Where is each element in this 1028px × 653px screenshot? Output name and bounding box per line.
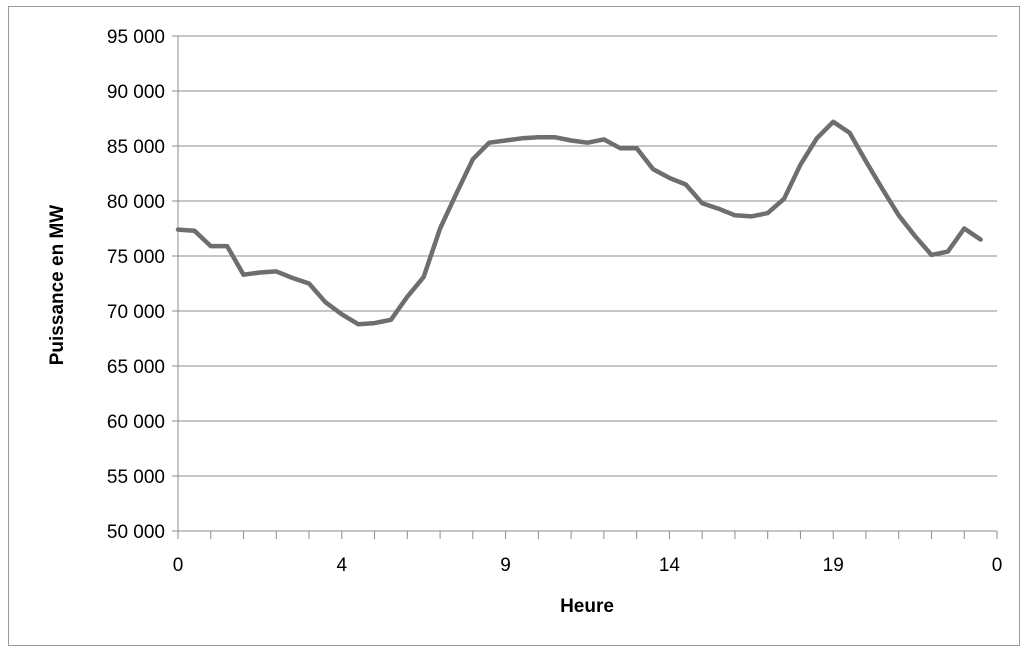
y-tick-label: 90 000 bbox=[107, 82, 165, 103]
y-tick-label: 70 000 bbox=[107, 302, 165, 323]
y-tick-label: 85 000 bbox=[107, 137, 165, 158]
gridlines bbox=[172, 35, 997, 532]
x-tick-label: 0 bbox=[992, 555, 1003, 576]
chart-frame bbox=[8, 6, 1020, 646]
y-tick-label: 65 000 bbox=[107, 357, 165, 378]
series-layer bbox=[175, 119, 983, 327]
x-tick-label: 14 bbox=[659, 555, 681, 576]
x-tick-label: 19 bbox=[823, 555, 844, 576]
y-tick-label: 95 000 bbox=[107, 27, 165, 48]
x-axis-title: Heure bbox=[560, 596, 614, 617]
x-tick-label: 9 bbox=[500, 555, 511, 576]
y-tick-label: 60 000 bbox=[107, 412, 165, 433]
y-tick-label: 80 000 bbox=[107, 192, 165, 213]
y-tick-label: 75 000 bbox=[107, 247, 165, 268]
y-tick-labels: 50 000 55 000 60 000 65 000 70 000 75 000 80 0… bbox=[107, 27, 165, 543]
axes bbox=[177, 36, 998, 539]
y-axis-title: Puissance en MW bbox=[47, 205, 68, 366]
x-tick-labels: 0 4 9 14 19 0 bbox=[173, 555, 1003, 576]
x-tick-label: 4 bbox=[337, 555, 348, 576]
x-tick-label: 0 bbox=[173, 555, 184, 576]
y-tick-label: 50 000 bbox=[107, 522, 165, 543]
y-tick-label: 55 000 bbox=[107, 467, 165, 488]
series-line bbox=[175, 119, 983, 327]
